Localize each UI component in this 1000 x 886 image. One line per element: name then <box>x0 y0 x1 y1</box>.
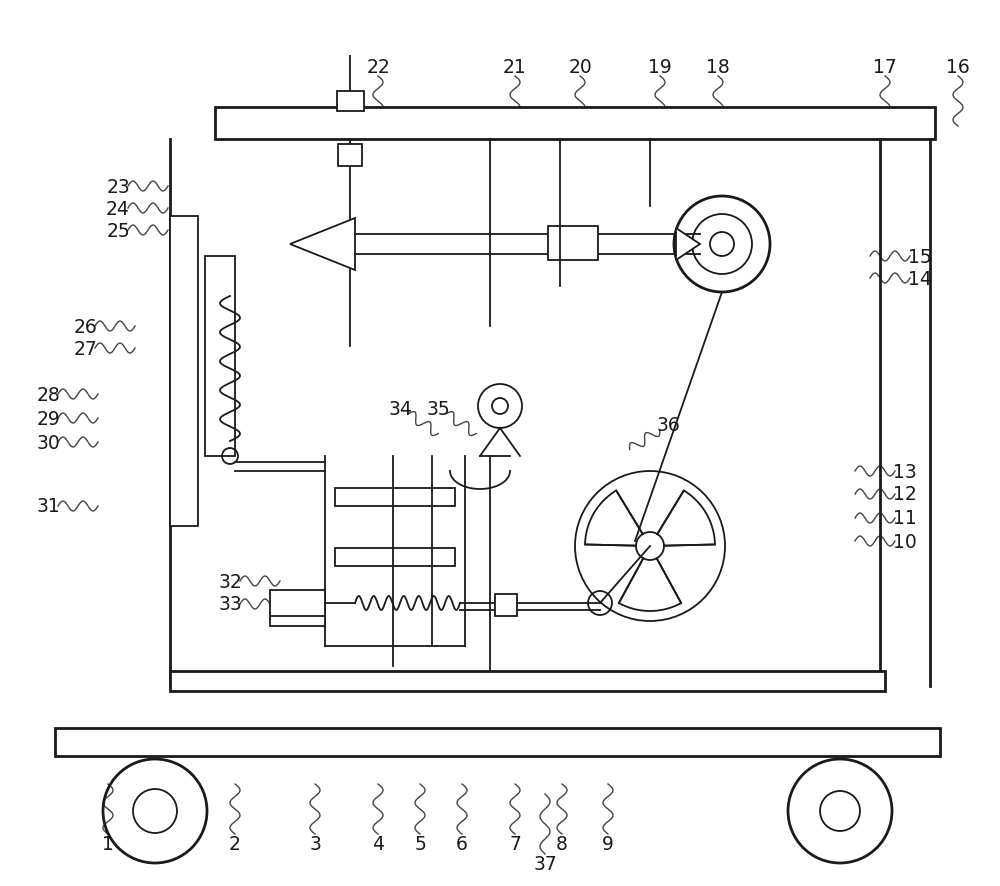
Text: 4: 4 <box>372 835 384 853</box>
Bar <box>170 217 198 526</box>
Bar <box>495 595 517 617</box>
Text: 9: 9 <box>602 835 614 853</box>
Text: 33: 33 <box>218 595 242 614</box>
Bar <box>548 227 598 260</box>
Bar <box>270 590 325 618</box>
Text: 10: 10 <box>893 532 917 551</box>
Text: 3: 3 <box>309 835 321 853</box>
Text: 17: 17 <box>873 58 897 76</box>
Text: 31: 31 <box>36 497 60 516</box>
Text: 16: 16 <box>946 58 970 76</box>
Text: 25: 25 <box>106 222 130 240</box>
Text: 29: 29 <box>36 409 60 428</box>
Bar <box>55 728 940 756</box>
Text: 7: 7 <box>509 835 521 853</box>
Text: 37: 37 <box>533 854 557 874</box>
Text: 28: 28 <box>36 385 60 404</box>
Text: 14: 14 <box>908 269 932 288</box>
Bar <box>335 488 455 507</box>
Text: 11: 11 <box>893 509 917 528</box>
Text: 20: 20 <box>568 58 592 76</box>
Text: 1: 1 <box>102 835 114 853</box>
Text: 21: 21 <box>503 58 527 76</box>
Text: 2: 2 <box>229 835 241 853</box>
Text: 30: 30 <box>36 433 60 452</box>
Text: 22: 22 <box>366 58 390 76</box>
Text: 13: 13 <box>893 462 917 481</box>
Text: 18: 18 <box>706 58 730 76</box>
Text: 5: 5 <box>414 835 426 853</box>
Bar <box>270 617 325 626</box>
Text: 35: 35 <box>426 399 450 418</box>
Polygon shape <box>290 219 355 271</box>
Bar <box>338 144 362 167</box>
Text: 23: 23 <box>106 177 130 197</box>
Bar <box>170 672 885 691</box>
Text: 27: 27 <box>73 339 97 358</box>
Polygon shape <box>676 229 700 260</box>
Bar <box>215 108 935 140</box>
Text: 32: 32 <box>218 571 242 591</box>
Text: 26: 26 <box>73 317 97 336</box>
Text: 24: 24 <box>106 199 130 218</box>
Text: 8: 8 <box>556 835 568 853</box>
Text: 6: 6 <box>456 835 468 853</box>
Text: 34: 34 <box>388 399 412 418</box>
Text: 19: 19 <box>648 58 672 76</box>
Text: 12: 12 <box>893 485 917 504</box>
Bar <box>335 548 455 566</box>
Text: 15: 15 <box>908 247 932 266</box>
Bar <box>337 92 364 112</box>
Bar <box>205 257 235 456</box>
Text: 36: 36 <box>656 415 680 434</box>
